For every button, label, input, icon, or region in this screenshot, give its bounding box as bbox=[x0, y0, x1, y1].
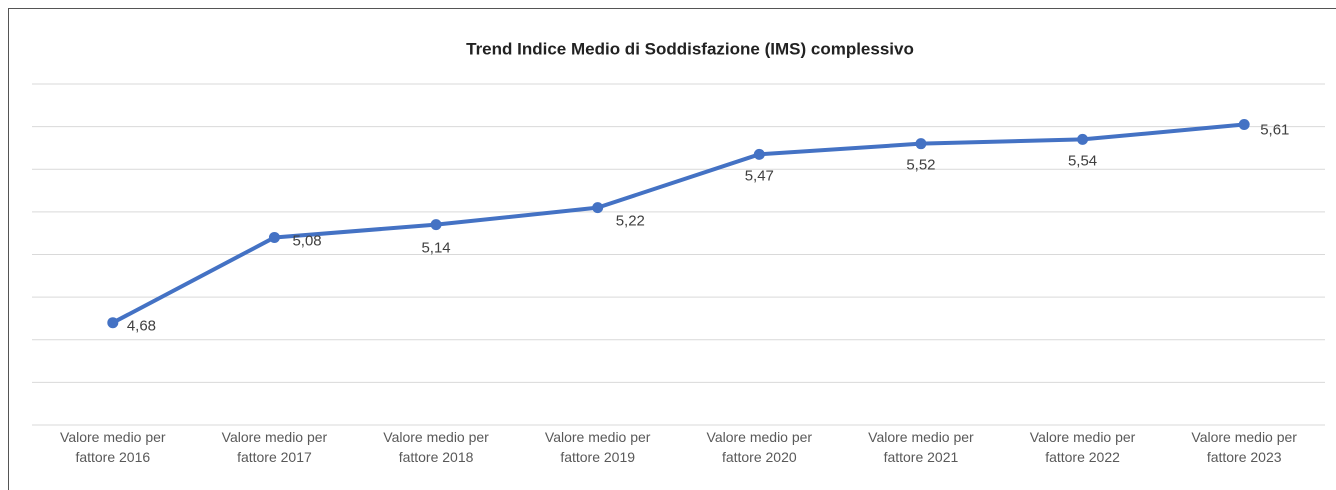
x-tick-label: Valore medio per fattore 2021 bbox=[868, 429, 974, 465]
x-tick-label: Valore medio per fattore 2023 bbox=[1191, 429, 1297, 465]
chart-title: Trend Indice Medio di Soddisfazione (IMS… bbox=[466, 39, 914, 58]
marker bbox=[430, 219, 442, 231]
data-label: 5,52 bbox=[906, 157, 935, 174]
data-label: 5,54 bbox=[1068, 152, 1097, 169]
x-tick-label: Valore medio per fattore 2019 bbox=[544, 429, 651, 465]
data-label: 5,47 bbox=[745, 167, 774, 184]
data-label: 4,68 bbox=[127, 318, 156, 335]
x-tick-label: Valore medio per fattore 2017 bbox=[221, 429, 328, 465]
marker bbox=[753, 148, 765, 160]
marker bbox=[592, 202, 604, 214]
marker bbox=[268, 231, 280, 243]
marker bbox=[1077, 133, 1089, 145]
x-tick-label: Valore medio per fattore 2018 bbox=[383, 429, 489, 465]
marker bbox=[1238, 118, 1250, 130]
marker bbox=[107, 317, 119, 329]
marker bbox=[915, 138, 927, 150]
x-tick-label: Valore medio per fattore 2020 bbox=[706, 429, 813, 465]
x-tick-label: Valore medio per fattore 2016 bbox=[60, 429, 166, 465]
data-label: 5,14 bbox=[421, 240, 450, 257]
data-label: 5,61 bbox=[1260, 121, 1289, 138]
data-label: 5,08 bbox=[292, 232, 321, 249]
line bbox=[111, 122, 1245, 325]
data-label: 5,22 bbox=[616, 213, 645, 230]
chart-frame bbox=[8, 8, 1336, 490]
x-tick-label: Valore medio per fattore 2022 bbox=[1029, 429, 1136, 465]
